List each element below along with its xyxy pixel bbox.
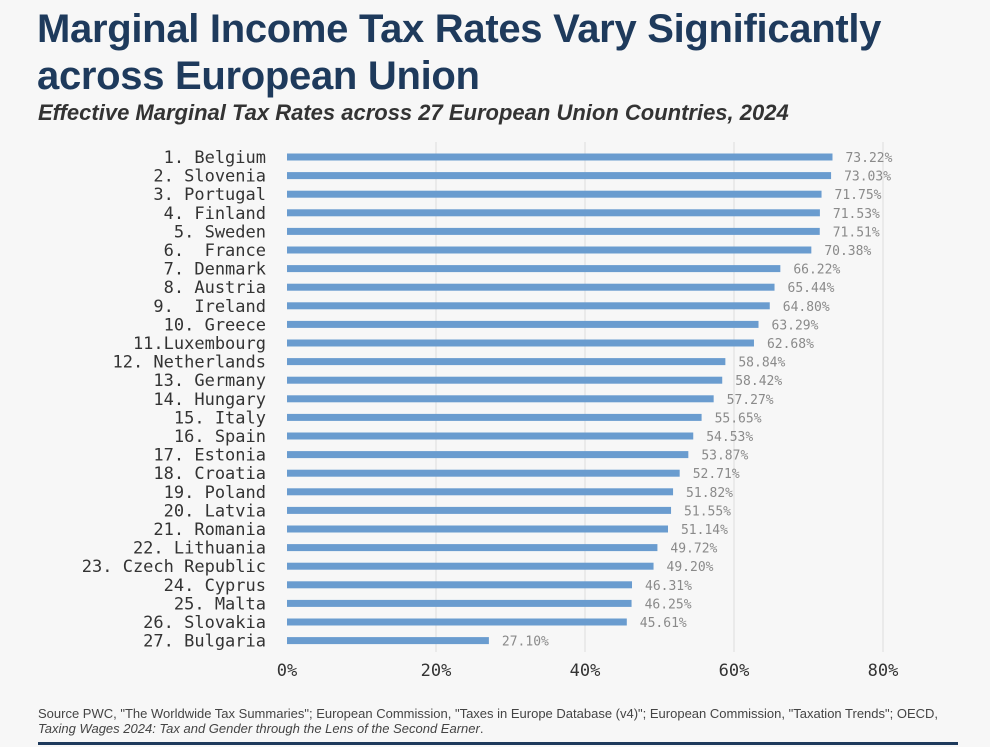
value-label: 63.29%	[772, 318, 819, 333]
category-label: 21. Romania	[153, 520, 266, 540]
value-label: 64.80%	[783, 300, 830, 315]
category-label: 5. Sweden	[174, 222, 266, 242]
value-label: 55.65%	[715, 411, 762, 426]
value-label: 53.87%	[701, 449, 748, 464]
value-label: 57.27%	[727, 393, 774, 408]
source-end: .	[479, 721, 484, 736]
value-label: 66.22%	[793, 263, 840, 278]
bar	[287, 395, 714, 403]
category-label: 9. Ireland	[153, 297, 266, 317]
value-label: 71.53%	[833, 207, 880, 222]
bar	[287, 358, 726, 366]
value-label: 49.20%	[667, 560, 714, 575]
category-label: 23. Czech Republic	[82, 557, 266, 577]
bar	[287, 432, 694, 440]
value-label: 52.71%	[693, 467, 740, 482]
bar	[287, 172, 832, 180]
category-label: 27. Bulgaria	[143, 632, 266, 652]
value-label: 51.82%	[686, 486, 733, 501]
value-label: 58.42%	[735, 374, 782, 389]
bar	[287, 544, 658, 552]
value-label: 54.53%	[706, 430, 753, 445]
bar	[287, 581, 633, 589]
value-label: 62.68%	[767, 337, 814, 352]
category-label: 6. France	[164, 241, 266, 261]
category-label: 16. Spain	[174, 427, 266, 447]
source-note: Source PWC, "The Worldwide Tax Summaries…	[38, 706, 968, 736]
category-label: 13. Germany	[153, 371, 266, 391]
x-tick-label: 20%	[421, 661, 452, 681]
chart-subtitle: Effective Marginal Tax Rates across 27 E…	[38, 100, 789, 125]
bar	[287, 488, 674, 496]
value-label: 51.55%	[684, 504, 731, 519]
bar	[287, 227, 820, 235]
value-label: 45.61%	[640, 616, 687, 631]
category-label: 15. Italy	[174, 408, 266, 428]
category-label: 1. Belgium	[164, 148, 266, 168]
category-label: 18. Croatia	[153, 464, 266, 484]
value-label: 71.75%	[835, 188, 882, 203]
category-label: 22. Lithuania	[133, 539, 266, 559]
category-label: 11.Luxembourg	[133, 334, 266, 354]
category-label: 3. Portugal	[153, 185, 266, 205]
bar	[287, 525, 668, 533]
bar	[287, 265, 781, 273]
value-label: 27.10%	[502, 635, 549, 650]
bar	[287, 506, 672, 514]
category-label: 4. Finland	[164, 204, 266, 224]
bar	[287, 339, 754, 347]
value-label: 58.84%	[738, 356, 785, 371]
category-label: 26. Slovakia	[143, 613, 266, 633]
bar	[287, 320, 759, 328]
bar	[287, 246, 812, 254]
category-label: 7. Denmark	[164, 260, 266, 280]
category-label: 12. Netherlands	[112, 353, 266, 373]
category-label: 25. Malta	[174, 594, 266, 614]
value-label: 70.38%	[824, 244, 871, 259]
value-label: 65.44%	[788, 281, 835, 296]
bar	[287, 413, 702, 421]
x-tick-label: 40%	[570, 661, 601, 681]
bar	[287, 562, 654, 570]
bar	[287, 190, 822, 198]
category-label: 10. Greece	[164, 315, 266, 335]
source-text: Source PWC, "The Worldwide Tax Summaries…	[38, 706, 939, 721]
value-label: 51.14%	[681, 523, 728, 538]
x-axis-tick-labels: 0% 20% 40% 60% 80%	[277, 661, 899, 681]
bar	[287, 283, 775, 291]
bar	[287, 618, 627, 626]
value-label: 46.31%	[645, 579, 692, 594]
bar	[287, 637, 489, 645]
bar	[287, 209, 820, 217]
chart-title: Marginal Income Tax Rates Vary Significa…	[37, 7, 882, 98]
category-label: 2. Slovenia	[153, 167, 266, 187]
bar	[287, 153, 833, 161]
category-label: 24. Cyprus	[164, 576, 266, 596]
value-label: 73.22%	[845, 151, 892, 166]
bottom-rule	[38, 742, 958, 745]
value-label: 49.72%	[670, 542, 717, 557]
bar	[287, 599, 632, 607]
category-label: 14. Hungary	[153, 390, 266, 410]
bar	[287, 469, 680, 477]
value-label: 71.51%	[833, 225, 880, 240]
x-tick-label: 0%	[277, 661, 297, 681]
category-label: 20. Latvia	[164, 501, 266, 521]
bar	[287, 451, 689, 459]
value-label: 46.25%	[645, 597, 692, 612]
x-tick-label: 80%	[868, 661, 899, 681]
category-label: 8. Austria	[164, 278, 266, 298]
x-tick-label: 60%	[719, 661, 750, 681]
bar	[287, 376, 723, 384]
bar	[287, 302, 770, 310]
category-label: 19. Poland	[164, 483, 266, 503]
value-labels: 73.22% 73.03% 71.75% 71.53% 71.51% 70.38% 66.2…	[502, 151, 893, 650]
category-label: 17. Estonia	[153, 446, 266, 466]
bars	[287, 153, 833, 645]
source-italic-title: Taxing Wages 2024: Tax and Gender throug…	[38, 721, 480, 736]
value-label: 73.03%	[844, 170, 891, 185]
